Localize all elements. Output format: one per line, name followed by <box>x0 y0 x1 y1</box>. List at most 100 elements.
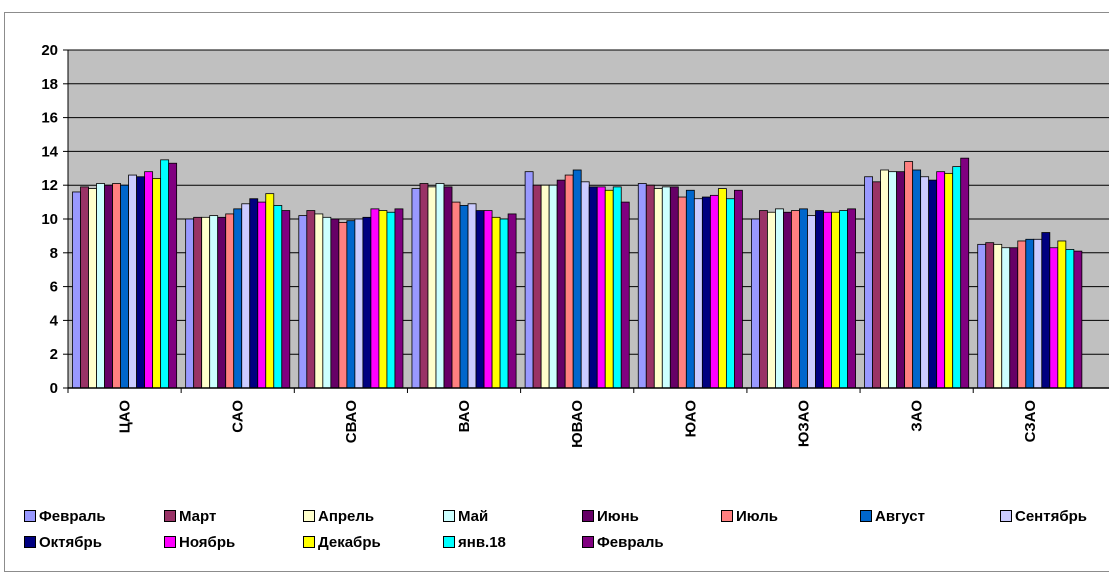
y-tick-label: 10 <box>41 211 58 228</box>
bar <box>144 171 154 389</box>
bar <box>524 171 534 389</box>
x-category-label: ЦАО <box>117 400 134 434</box>
bar <box>775 208 784 389</box>
bar <box>823 211 832 389</box>
bar <box>152 178 162 389</box>
y-tick-label: 6 <box>50 279 58 296</box>
y-tick-label: 14 <box>41 143 58 160</box>
bar <box>354 218 364 389</box>
bar <box>233 208 243 389</box>
legend-swatch <box>164 510 176 522</box>
x-category-label: СВАО <box>343 400 360 444</box>
bar <box>725 198 735 389</box>
bar <box>314 213 324 389</box>
bar <box>249 198 259 389</box>
legend-item: Февраль <box>582 532 664 552</box>
legend-label: Февраль <box>39 507 106 525</box>
bar <box>225 213 235 389</box>
bar <box>168 162 178 389</box>
x-category-label: ЗАО <box>909 400 926 432</box>
bar <box>904 161 914 389</box>
bar <box>1049 247 1059 389</box>
bar <box>799 208 808 389</box>
bar <box>872 181 881 389</box>
bar <box>653 188 663 389</box>
bar <box>912 169 922 389</box>
y-tick-label: 2 <box>50 346 58 363</box>
bar <box>767 211 776 389</box>
bar <box>483 210 493 389</box>
bar-chart: 0 2 4 6 8 10 12 14 16 18 20 ЦАО САО СВАО ВАО ЮВАО ЮАО ЮЗ… <box>41 42 1109 448</box>
bar <box>677 196 687 389</box>
legend-item: Сентябрь <box>1000 506 1087 526</box>
legend-item: янв.18 <box>443 532 506 552</box>
bar <box>580 181 590 389</box>
legend-row: Октябрь Ноябрь Декабрь янв.18 Февраль <box>24 532 1109 552</box>
bar <box>556 179 566 389</box>
bar <box>1009 247 1019 389</box>
x-category-label: САО <box>230 400 247 433</box>
x-category-label: СЗАО <box>1022 400 1039 443</box>
y-tick-label: 0 <box>50 380 58 397</box>
y-tick-label: 18 <box>41 76 58 93</box>
y-tick-label: 20 <box>41 42 58 59</box>
x-category-label: ВАО <box>456 400 473 433</box>
legend-label: янв.18 <box>458 533 506 551</box>
y-tick-label: 8 <box>50 245 58 262</box>
legend-label: Сентябрь <box>1015 507 1087 525</box>
bar <box>1033 238 1043 389</box>
bar <box>888 171 898 389</box>
legend-item: Декабрь <box>303 532 381 552</box>
bar <box>709 194 719 389</box>
bar <box>815 210 824 389</box>
legend-swatch <box>860 510 872 522</box>
bar <box>807 215 816 389</box>
bar <box>717 188 727 389</box>
legend-label: Апрель <box>318 507 375 525</box>
bar <box>564 174 574 389</box>
bar <box>80 186 89 389</box>
bar <box>185 218 195 389</box>
legend-label: Февраль <box>597 533 664 551</box>
bar <box>507 213 517 389</box>
bar <box>330 218 340 389</box>
bar <box>1017 240 1027 389</box>
legend-swatch <box>24 510 36 522</box>
legend-label: Октябрь <box>39 533 102 551</box>
y-tick-label: 16 <box>41 110 58 127</box>
bar <box>839 210 848 389</box>
bar <box>604 189 614 389</box>
bar <box>435 183 445 389</box>
legend-label: Май <box>458 507 489 525</box>
bar <box>306 210 316 389</box>
bar <box>880 169 890 389</box>
bar <box>669 186 679 389</box>
bar <box>896 171 906 389</box>
bar <box>1025 238 1035 389</box>
legend-swatch <box>443 510 455 522</box>
bar <box>1065 249 1075 389</box>
legend-item: Май <box>443 506 488 526</box>
bar <box>993 243 1003 389</box>
bar <box>685 189 695 389</box>
bar <box>491 216 501 389</box>
bar <box>394 208 404 389</box>
legend-swatch <box>443 536 455 548</box>
legend-swatch <box>1000 510 1012 522</box>
bar <box>1073 250 1083 389</box>
legend-item: Ноябрь <box>164 532 235 552</box>
bar <box>281 210 291 389</box>
bar <box>322 216 332 389</box>
legend-item: Июль <box>721 506 778 526</box>
y-tick-labels: 0 2 4 6 8 10 12 14 16 18 20 <box>41 42 68 397</box>
bar <box>620 201 630 389</box>
y-tick-label: 4 <box>50 312 59 329</box>
bar <box>847 208 856 389</box>
legend-label: Декабрь <box>318 533 381 551</box>
bar <box>831 211 840 389</box>
bar <box>265 193 275 389</box>
bar <box>128 174 137 389</box>
bar <box>346 220 356 389</box>
bar <box>209 215 219 389</box>
x-category-label: ЮВАО <box>569 400 586 448</box>
